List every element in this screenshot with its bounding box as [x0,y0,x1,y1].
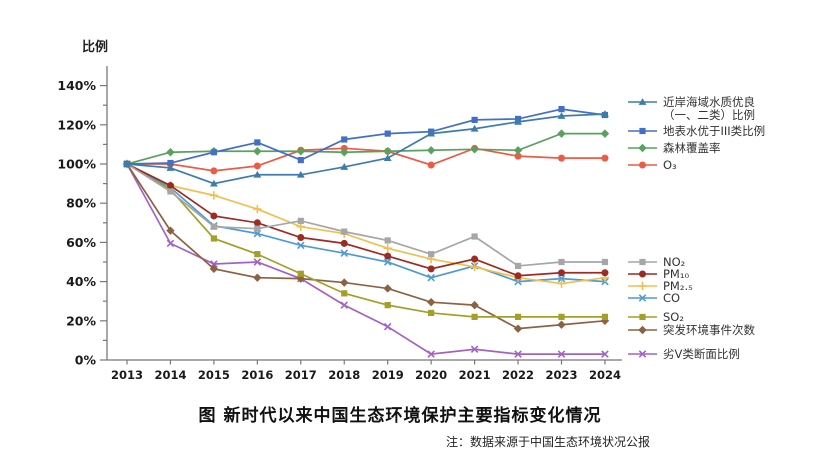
legend-item-o3: O₃ [628,158,677,172]
x-axis-ticks: 2013 2014 2015 2016 2017 2018 2019 2020 2021 2022… [111,360,621,382]
figure-note: 注：数据来源于中国生态环境状况公报 [445,435,650,449]
series-no2-line [126,163,605,267]
series-incidents-line [126,163,606,330]
y-axis-ticks: 0% 20% 40% 60% 80% 100% 120% 140% [57,78,107,368]
legend-label: PM₁₀ [663,267,689,281]
legend-item-coastal: 近岸海域水质优良（一、二类）比例 [628,95,755,122]
y-tick-label: 20% [66,313,96,328]
legend-item-pm25: PM₂.₅ [628,279,693,293]
legend-label: CO [663,291,680,305]
x-tick-label: 2018 [328,368,360,382]
x-tick-label: 2023 [545,368,577,382]
series-o3 [123,144,609,175]
x-tick-label: 2014 [154,368,186,382]
y-tick-label: 0% [75,353,97,368]
series-coastal [123,110,609,187]
x-tick-label: 2013 [111,368,143,382]
legend-item-inferior-v: 劣V类断面比例 [628,347,740,361]
series-pm25 [122,159,610,288]
series-pm10-line [126,163,605,277]
series-coastal-line [126,113,605,185]
x-tick-label: 2021 [459,368,491,382]
legend-item-pm10: PM₁₀ [628,267,689,281]
legend-label: 突发环境事件次数 [663,323,755,337]
legend-label: （一、二类）比例 [663,108,755,122]
legend-label: 劣V类断面比例 [663,347,740,361]
y-tick-label: 140% [57,78,96,93]
legend-label: 近岸海域水质优良 [663,95,755,109]
series-forest-coverage-line [126,132,605,165]
legend-label: 地表水优于III类比例 [663,124,765,138]
x-tick-label: 2020 [415,368,447,382]
series-incidents [122,159,610,333]
line-chart-plot: 0%20%40%60%80%100%120%140%2013 2014 2015 20… [57,66,765,382]
legend-item-incidents: 突发环境事件次数 [628,323,755,337]
x-tick-label: 2019 [372,368,404,382]
x-tick-label: 2016 [241,368,273,382]
legend-item-so2: SO₂ [628,310,684,324]
x-tick-label: 2017 [285,368,317,382]
x-tick-label: 2015 [198,368,230,382]
legend-label: SO₂ [663,310,684,324]
legend: 近岸海域水质优良（一、二类）比例地表水优于III类比例森林覆盖率O₃NO₂PM₁… [628,95,765,361]
series-inferior-v [123,160,609,358]
legend-item-surface-water: 地表水优于III类比例 [628,124,765,138]
figure-title: 图 新时代以来中国生态环境保护主要指标变化情况 [198,406,602,426]
legend-label: NO₂ [663,255,685,269]
y-tick-label: 120% [57,117,96,132]
legend-label: PM₂.₅ [663,279,693,293]
x-tick-label: 2022 [502,368,534,382]
axes [106,66,622,361]
legend-item-no2: NO₂ [628,255,685,269]
legend-label: O₃ [663,158,677,172]
y-tick-label: 40% [66,274,96,289]
legend-label: 森林覆盖率 [663,141,721,155]
series-inferior-v-line [126,163,605,355]
y-tick-label: 100% [57,157,96,172]
series-pm10 [123,160,609,280]
x-tick-label: 2024 [589,368,621,382]
series-co [123,160,609,286]
series-so2 [123,160,609,320]
series-o3-line [127,147,605,172]
y-tick-label: 60% [66,235,96,250]
series-so2-line [126,163,605,318]
legend-item-forest-coverage: 森林覆盖率 [628,141,721,155]
legend-item-co: CO [628,291,680,305]
series-co-line [126,163,606,283]
y-axis-title: 比例 [82,40,109,55]
series-surface-water-line [126,108,606,165]
y-tick-label: 80% [66,196,96,211]
series-pm25-line [126,163,606,285]
series-surface-water [123,106,609,168]
